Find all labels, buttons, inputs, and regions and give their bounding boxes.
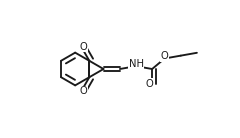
Text: O: O [146,79,153,89]
Text: NH: NH [128,59,144,69]
Text: O: O [161,51,168,62]
Text: O: O [79,86,87,96]
Text: O: O [79,42,87,52]
